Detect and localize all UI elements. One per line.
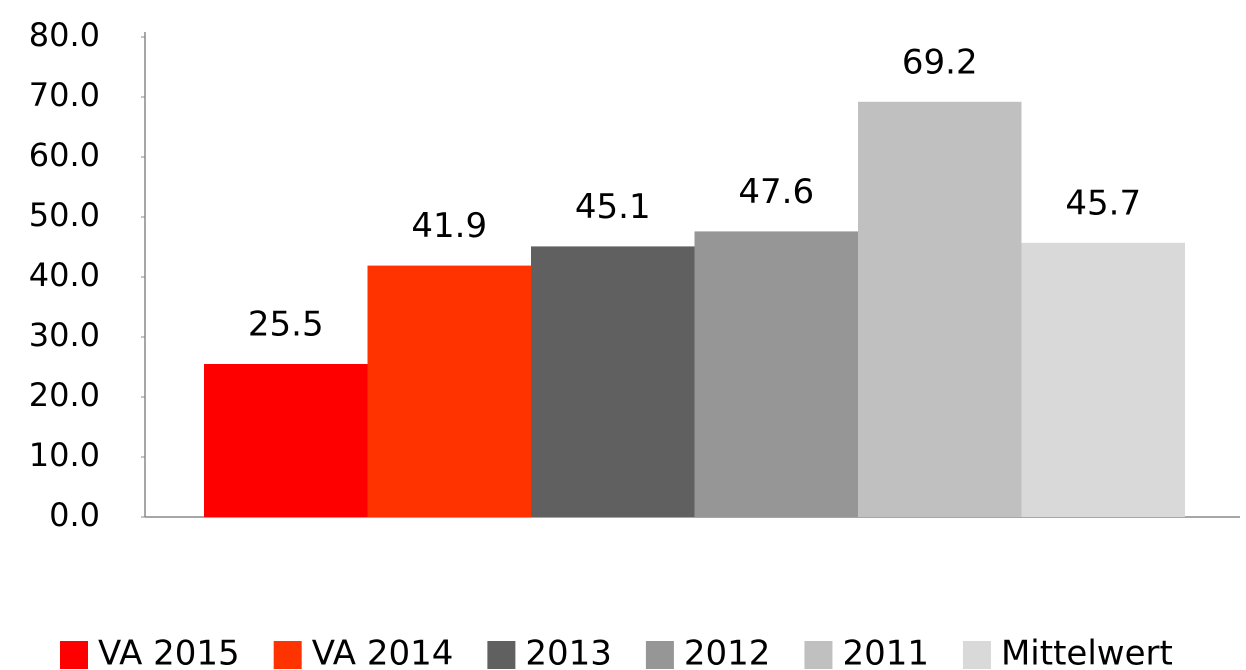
y-tick-label: 30.0 [29,316,100,354]
y-tick-label: 0.0 [49,496,100,534]
legend-swatch [804,641,833,669]
legend-swatch [962,641,991,669]
legend-label: 2012 [684,634,771,670]
data-label: 45.1 [575,187,651,227]
legend-label: 2011 [842,634,929,670]
y-tick-label: 10.0 [29,436,100,474]
data-label: 45.7 [1065,183,1141,223]
data-label: 41.9 [411,206,487,246]
legend-label: VA 2014 [312,634,454,670]
bar [204,364,368,517]
legend-swatch [487,641,516,669]
data-label: 25.5 [248,305,324,345]
legend-label: 2013 [525,634,612,670]
legend-label: Mittelwert [1001,634,1173,670]
bar [858,101,1022,518]
bar [694,231,858,517]
y-tick-label: 70.0 [29,76,100,114]
bar [367,265,531,517]
data-label: 47.6 [738,172,814,212]
legend-swatch [273,641,302,669]
y-tick-label: 20.0 [29,376,100,414]
legend-swatch [645,641,674,669]
bar [1021,242,1185,518]
y-tick-label: 40.0 [29,256,100,294]
legend-label: VA 2015 [98,634,240,670]
y-tick-label: 80.0 [29,16,100,54]
bar [531,246,695,517]
y-tick-label: 60.0 [29,136,100,174]
legend-swatch [60,641,88,669]
y-tick-label: 50.0 [29,196,100,234]
data-label: 69.2 [902,42,978,82]
